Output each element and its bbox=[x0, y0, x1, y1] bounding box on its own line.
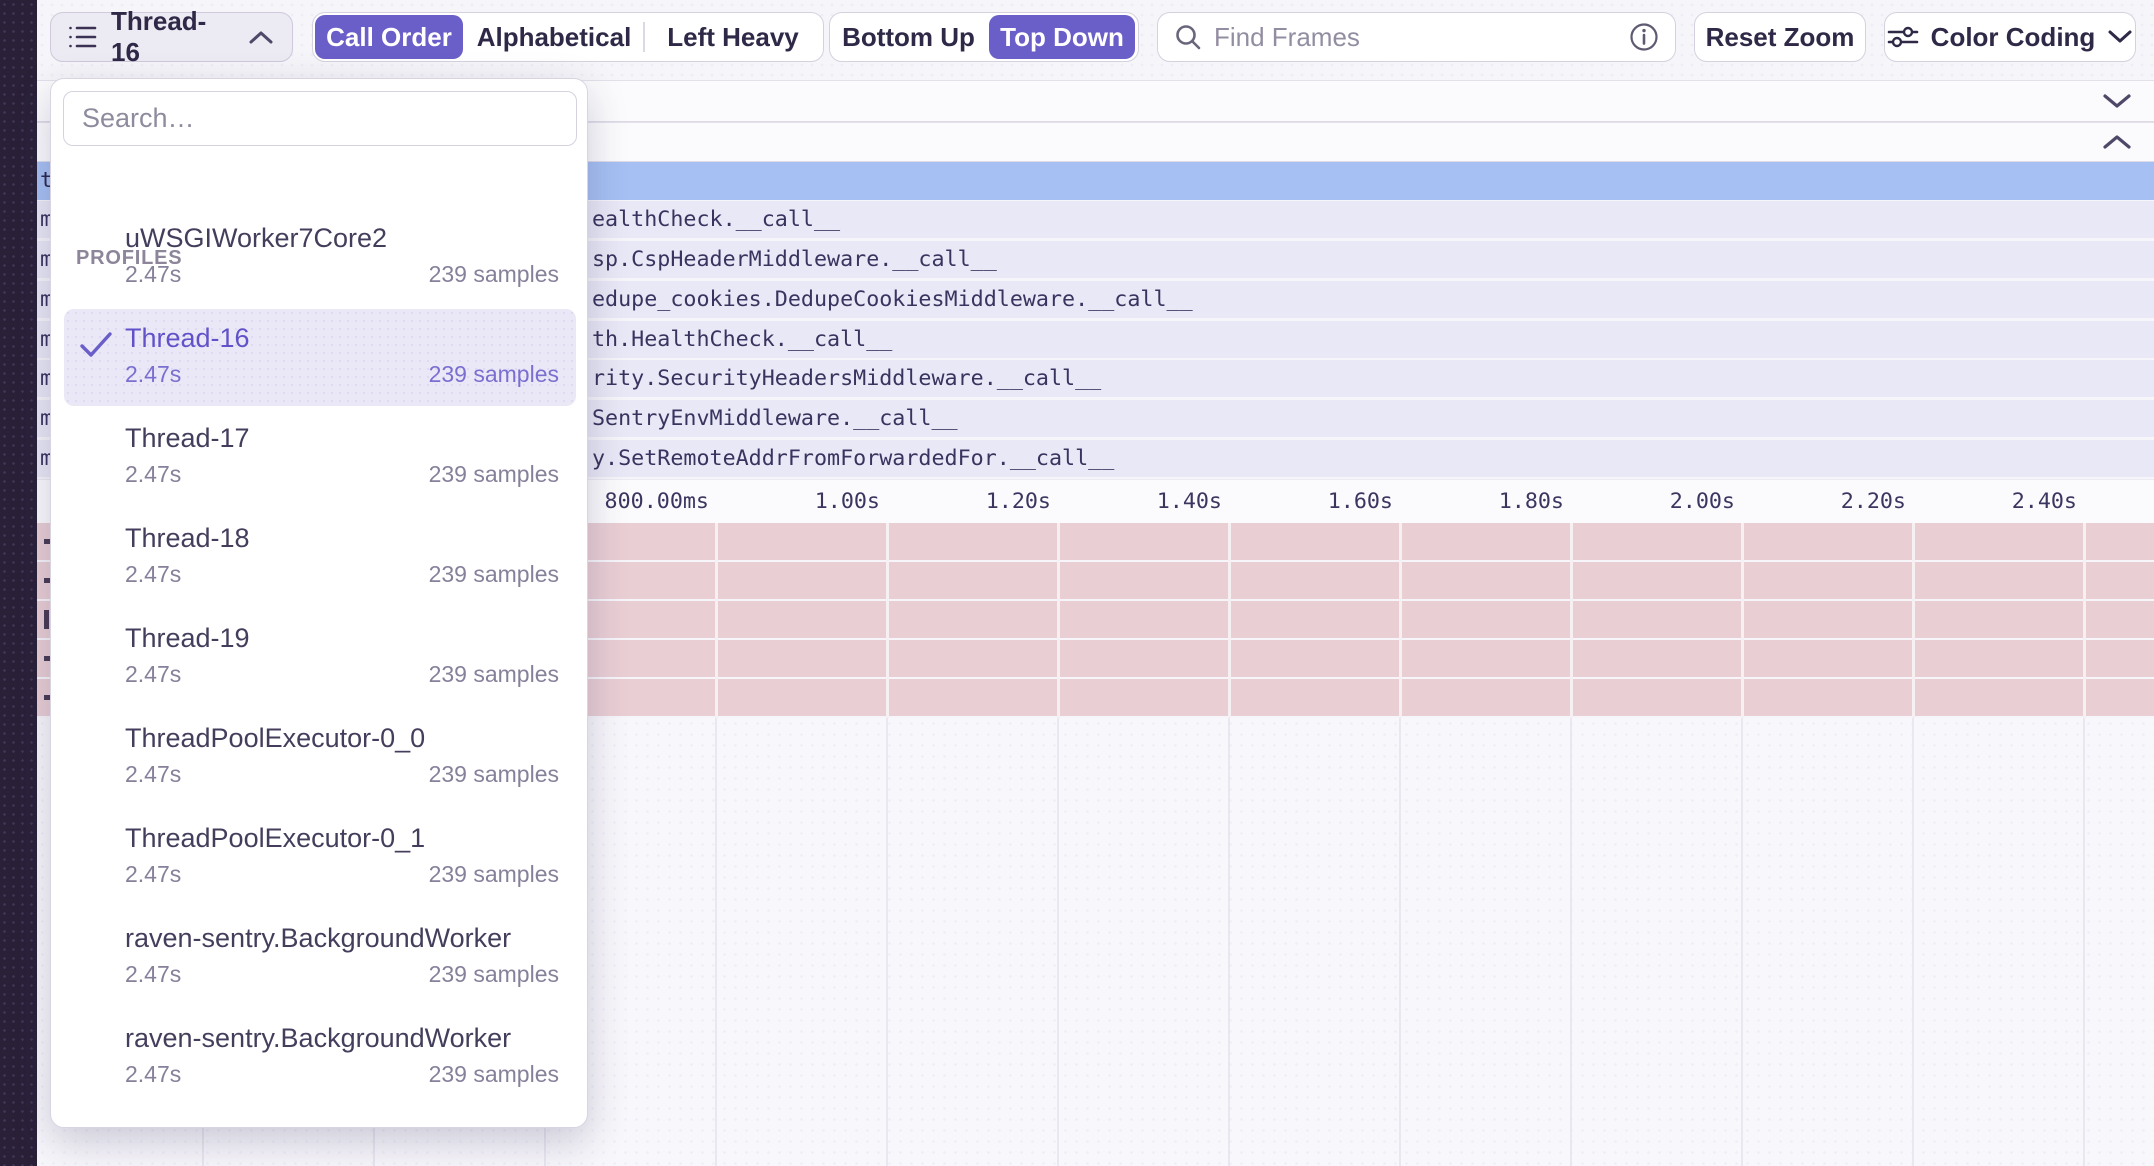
direction-tabs: Bottom Up Top Down bbox=[829, 12, 1139, 62]
axis-tick-label: 2.40s bbox=[1877, 480, 2077, 524]
gridline bbox=[1570, 523, 1573, 718]
gridline bbox=[1912, 718, 1914, 1166]
flame-frame-label: ealthCheck.__call__ bbox=[592, 201, 840, 238]
color-coding-label: Color Coding bbox=[1931, 22, 2096, 53]
profile-option[interactable]: Thread-16 2.47s 239 samples bbox=[64, 309, 576, 406]
profile-option-samples: 239 samples bbox=[429, 661, 559, 688]
find-frames-input[interactable] bbox=[1214, 22, 1617, 53]
profile-option[interactable]: uWSGIWorker7Core2 2.47s 239 samples bbox=[64, 209, 576, 306]
profile-option-samples: 239 samples bbox=[429, 361, 559, 388]
chevron-up-icon[interactable] bbox=[2102, 133, 2132, 151]
gridline bbox=[1057, 718, 1059, 1166]
profile-option-name: uWSGIWorker7Core2 bbox=[125, 223, 387, 254]
profile-option-samples: 239 samples bbox=[429, 261, 559, 288]
profile-option-duration: 2.47s bbox=[125, 561, 181, 588]
flame-frame-label: sp.CspHeaderMiddleware.__call__ bbox=[592, 241, 997, 278]
flame-frame-label: edupe_cookies.DedupeCookiesMiddleware.__… bbox=[592, 281, 1193, 318]
profile-option[interactable]: Thread-18 2.47s 239 samples bbox=[64, 509, 576, 606]
checkmark-icon bbox=[79, 331, 113, 359]
thread-selector-label: Thread-16 bbox=[111, 6, 234, 68]
profile-option[interactable]: Thread-19 2.47s 239 samples bbox=[64, 609, 576, 706]
profile-option-name: ThreadPoolExecutor-0_1 bbox=[125, 823, 425, 854]
find-frames-field[interactable] bbox=[1157, 12, 1676, 62]
profile-option-duration: 2.47s bbox=[125, 1061, 181, 1088]
thread-selector-button[interactable]: Thread-16 bbox=[50, 12, 293, 62]
axis-tick-label: 2.20s bbox=[1706, 480, 1906, 524]
gridline bbox=[1570, 718, 1572, 1166]
profile-option[interactable]: raven-sentry.BackgroundWorker 2.47s 239 sa… bbox=[64, 909, 576, 1006]
axis-tick-label: 1.60s bbox=[1193, 480, 1393, 524]
flame-frame-text-sliver bbox=[44, 610, 49, 629]
color-coding-button[interactable]: Color Coding bbox=[1884, 12, 2136, 62]
profile-option-name: Thread-17 bbox=[125, 423, 250, 454]
axis-tick-label: 2.00s bbox=[1535, 480, 1735, 524]
flame-frame-label: SentryEnvMiddleware.__call__ bbox=[592, 400, 958, 437]
gridline bbox=[715, 718, 717, 1166]
sort-order-tabs: Call Order Alphabetical Left Heavy bbox=[312, 12, 824, 62]
profile-option-samples: 239 samples bbox=[429, 761, 559, 788]
chevron-down-icon bbox=[2107, 29, 2133, 45]
thread-dropdown-panel: PROFILES uWSGIWorker7Core22.47s239 sampl… bbox=[50, 78, 588, 1128]
toolbar: Thread-16 Call Order Alphabetical Left H… bbox=[37, 0, 2154, 79]
gridline bbox=[886, 718, 888, 1166]
profile-option-name: raven-sentry.BackgroundWorker bbox=[125, 923, 511, 954]
profile-option[interactable]: raven-sentry.BackgroundWorker 2.47s 239 sa… bbox=[64, 1009, 576, 1106]
tab-left-heavy[interactable]: Left Heavy bbox=[645, 13, 821, 61]
flame-frame-label: y.SetRemoteAddrFromForwardedFor.__call__ bbox=[592, 440, 1114, 477]
profile-option[interactable]: Thread-17 2.47s 239 samples bbox=[64, 409, 576, 506]
profile-option-samples: 239 samples bbox=[429, 961, 559, 988]
dropdown-search-input[interactable] bbox=[63, 91, 577, 146]
profiler-app: t mealthCheck.__call__msp.CspHeaderMiddl… bbox=[0, 0, 2154, 1166]
profile-option-samples: 239 samples bbox=[429, 461, 559, 488]
profile-option-duration: 2.47s bbox=[125, 861, 181, 888]
gridline bbox=[1057, 523, 1060, 718]
axis-tick-label: 1.00s bbox=[680, 480, 880, 524]
chevron-down-icon[interactable] bbox=[2102, 92, 2132, 110]
profile-option-duration: 2.47s bbox=[125, 261, 181, 288]
profile-option-samples: 239 samples bbox=[429, 1061, 559, 1088]
gridline bbox=[2083, 718, 2085, 1166]
axis-tick-label: 1.40s bbox=[1022, 480, 1222, 524]
axis-tick-label: 1.20s bbox=[851, 480, 1051, 524]
profile-option[interactable]: ThreadPoolExecutor-0_1 2.47s 239 samples bbox=[64, 809, 576, 906]
search-icon bbox=[1174, 23, 1202, 51]
chevron-up-icon bbox=[248, 29, 274, 45]
gridline bbox=[1912, 523, 1915, 718]
gridline bbox=[1399, 523, 1402, 718]
profile-option-name: Thread-19 bbox=[125, 623, 250, 654]
profile-option-name: Thread-18 bbox=[125, 523, 250, 554]
profile-option-samples: 239 samples bbox=[429, 861, 559, 888]
profile-option[interactable]: ThreadPoolExecutor-0_0 2.47s 239 samples bbox=[64, 709, 576, 806]
profile-option-duration: 2.47s bbox=[125, 761, 181, 788]
profile-option-duration: 2.47s bbox=[125, 461, 181, 488]
tab-call-order[interactable]: Call Order bbox=[315, 15, 463, 59]
gridline bbox=[1399, 718, 1401, 1166]
gridline bbox=[1228, 523, 1231, 718]
flame-frame-label: th.HealthCheck.__call__ bbox=[592, 321, 892, 358]
flame-frame-label: rity.SecurityHeadersMiddleware.__call__ bbox=[592, 360, 1101, 397]
gridline bbox=[1741, 718, 1743, 1166]
profile-option-duration: 2.47s bbox=[125, 961, 181, 988]
left-dark-strip bbox=[0, 0, 37, 1166]
gridline bbox=[886, 523, 889, 718]
profile-option-name: raven-sentry.BackgroundWorker bbox=[125, 1023, 511, 1054]
gridline bbox=[1741, 523, 1744, 718]
profile-option-samples: 239 samples bbox=[429, 561, 559, 588]
gridline bbox=[715, 523, 718, 718]
info-icon[interactable] bbox=[1629, 22, 1659, 52]
profile-option-name: ThreadPoolExecutor-0_0 bbox=[125, 723, 425, 754]
tab-bottom-up[interactable]: Bottom Up bbox=[830, 13, 987, 61]
tab-top-down[interactable]: Top Down bbox=[989, 15, 1135, 59]
list-icon bbox=[69, 24, 97, 50]
gridline bbox=[1228, 718, 1230, 1166]
profile-option-duration: 2.47s bbox=[125, 361, 181, 388]
reset-zoom-label: Reset Zoom bbox=[1706, 22, 1855, 53]
reset-zoom-button[interactable]: Reset Zoom bbox=[1694, 12, 1866, 62]
sliders-icon bbox=[1887, 23, 1919, 51]
tab-alphabetical[interactable]: Alphabetical bbox=[465, 13, 643, 61]
gridline bbox=[2083, 523, 2086, 718]
profile-option-duration: 2.47s bbox=[125, 661, 181, 688]
axis-tick-label: 1.80s bbox=[1364, 480, 1564, 524]
profile-option-name: Thread-16 bbox=[125, 323, 250, 354]
